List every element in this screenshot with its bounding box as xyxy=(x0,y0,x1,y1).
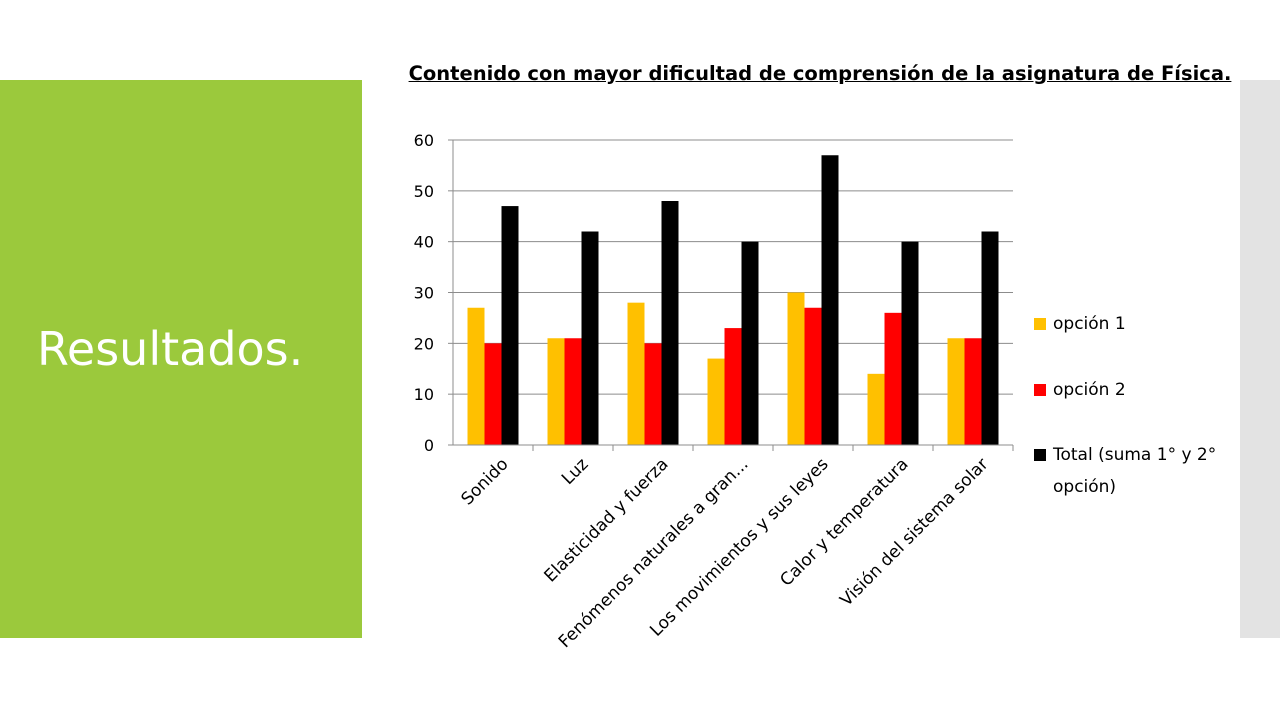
legend-swatch xyxy=(1034,318,1046,330)
bar xyxy=(484,343,502,445)
bar xyxy=(501,206,519,445)
bar xyxy=(564,338,582,445)
x-category-label: Visión del sistema solar xyxy=(836,454,992,610)
bar xyxy=(707,358,725,445)
bar xyxy=(804,307,822,445)
legend-label: opción 1 xyxy=(1053,314,1126,334)
x-category-label: Sonido xyxy=(457,454,512,509)
bar xyxy=(787,292,805,445)
bar xyxy=(741,241,759,445)
legend-label: opción 2 xyxy=(1053,380,1126,400)
bar xyxy=(581,231,599,445)
legend-swatch xyxy=(1034,384,1046,396)
slide-title: Resultados. xyxy=(37,322,304,376)
y-tick-label: 60 xyxy=(414,131,434,150)
bar xyxy=(947,338,965,445)
bar xyxy=(547,338,565,445)
side-strip xyxy=(1240,80,1280,638)
legend-item-opcion-1: opción 1 xyxy=(1034,308,1254,340)
legend-item-total: Total (suma 1° y 2° opción) xyxy=(1034,439,1234,503)
legend-item-opcion-2: opción 2 xyxy=(1034,374,1254,406)
bar xyxy=(467,307,485,445)
y-tick-label: 30 xyxy=(414,284,434,303)
bar xyxy=(981,231,999,445)
x-category-label: Luz xyxy=(558,454,593,489)
y-tick-label: 20 xyxy=(414,334,434,353)
bar xyxy=(884,312,902,445)
bar xyxy=(867,373,885,445)
bar xyxy=(661,201,679,445)
bar xyxy=(821,155,839,445)
bar xyxy=(627,302,645,445)
title-panel xyxy=(0,80,362,638)
bar xyxy=(724,328,742,445)
y-tick-label: 40 xyxy=(414,233,434,252)
bar xyxy=(964,338,982,445)
bar xyxy=(644,343,662,445)
chart-title: Contenido con mayor dificultad de compre… xyxy=(408,62,1232,85)
y-tick-label: 10 xyxy=(414,385,434,404)
bar xyxy=(901,241,919,445)
legend-label: Total (suma 1° y 2° opción) xyxy=(1053,445,1217,497)
legend-swatch xyxy=(1034,449,1046,461)
y-tick-label: 50 xyxy=(414,182,434,201)
y-tick-label: 0 xyxy=(424,436,434,455)
